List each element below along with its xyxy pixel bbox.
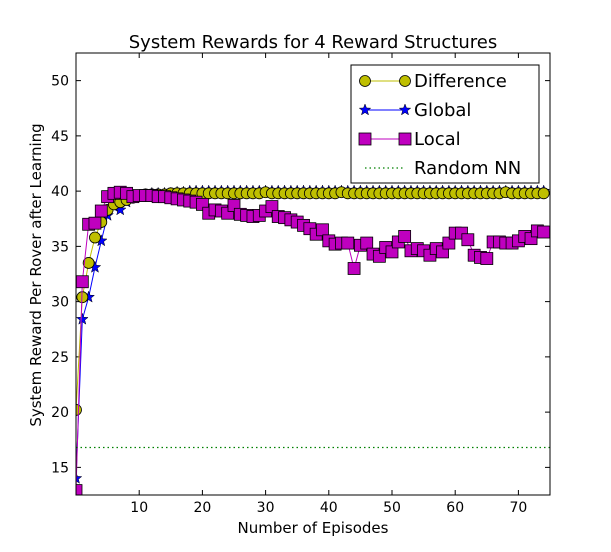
legend: Difference Global Local Random NN — [350, 64, 540, 184]
chart-title: System Rewards for 4 Reward Structures — [129, 32, 498, 53]
legend-marker-difference — [359, 75, 371, 87]
legend-marker-local — [358, 132, 372, 146]
y-tick-label: 20 — [51, 405, 69, 421]
data-point-local — [316, 223, 329, 237]
x-tick-label: 70 — [509, 500, 527, 516]
plot-frame — [75, 52, 551, 496]
data-point-difference — [82, 257, 95, 269]
series-local — [76, 185, 550, 495]
legend-marker-global — [358, 103, 372, 116]
legend-label-random-nn: Random NN — [414, 158, 521, 179]
x-tick-label: 20 — [193, 500, 211, 516]
y-tick-label: 45 — [51, 129, 69, 145]
data-point-local — [88, 216, 102, 230]
legend-label-local: Local — [414, 129, 461, 150]
x-tick-label: 10 — [130, 500, 148, 516]
x-tick-label: 50 — [383, 500, 401, 516]
data-point-local — [94, 204, 108, 218]
data-point-local — [76, 484, 83, 495]
legend-box — [350, 64, 540, 184]
data-point-local — [537, 225, 550, 239]
data-point-local — [398, 230, 412, 243]
data-point-local — [347, 262, 361, 275]
data-point-global — [76, 471, 83, 484]
legend-marker-global — [398, 103, 412, 116]
data-point-difference — [537, 187, 550, 200]
axis-ticks: 10 20 30 40 50 60 70 15 20 25 30 35 40 45 50 — [51, 53, 550, 516]
x-tick-label: 30 — [257, 500, 275, 516]
y-tick-label: 50 — [51, 74, 69, 90]
legend-label-global: Global — [414, 100, 471, 121]
data-point-local — [461, 233, 475, 247]
series-layer — [76, 184, 550, 495]
y-tick-label: 40 — [51, 184, 69, 200]
data-point-difference — [89, 231, 101, 244]
y-axis-label: System Reward Per Rover after Learning — [27, 123, 45, 426]
y-tick-label: 35 — [51, 239, 69, 255]
data-point-local — [341, 236, 355, 250]
data-point-local — [360, 236, 374, 250]
data-point-local — [480, 252, 494, 265]
x-tick-label: 40 — [320, 500, 338, 516]
legend-marker-local — [398, 132, 412, 146]
legend-marker-difference — [399, 75, 411, 87]
y-tick-label: 25 — [51, 350, 69, 366]
y-tick-label: 30 — [51, 295, 69, 311]
data-point-global — [76, 312, 89, 325]
x-tick-label: 60 — [446, 500, 464, 516]
data-point-local — [76, 275, 89, 289]
legend-label-difference: Difference — [414, 71, 507, 92]
x-axis-label: Number of Episodes — [238, 519, 389, 537]
y-tick-label: 15 — [51, 460, 69, 476]
